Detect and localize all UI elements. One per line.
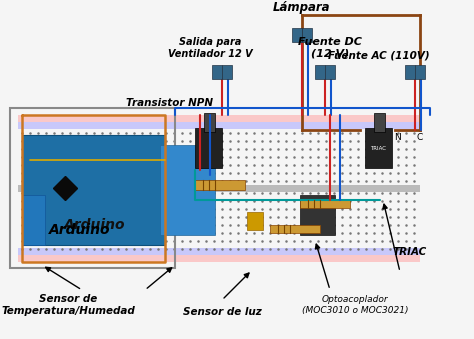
Bar [300,195,335,235]
Bar [300,200,350,208]
Bar [5,108,430,268]
Bar [302,28,312,42]
Bar [315,65,325,79]
Text: Sensor de luz: Sensor de luz [182,307,261,317]
Bar [18,255,420,262]
Bar [160,145,215,235]
Bar [247,212,263,230]
Bar [374,113,385,132]
Text: Transistor NPN: Transistor NPN [127,98,213,108]
Bar [22,135,165,245]
Text: Arduino: Arduino [49,223,111,237]
Bar [22,195,45,245]
Text: Optoacoplador
(MOC3010 o MOC3021): Optoacoplador (MOC3010 o MOC3021) [302,295,408,315]
Bar [212,65,222,79]
Bar [195,128,222,168]
Text: Fuente AC (110V): Fuente AC (110V) [328,50,430,60]
Bar [292,28,302,42]
Bar [10,108,175,268]
Bar [18,122,420,129]
Text: N: N [395,134,401,142]
Text: Arduino: Arduino [64,218,126,232]
Text: TRIAC: TRIAC [393,247,427,257]
Bar [18,248,420,255]
Bar [415,65,425,79]
Text: Fuente DC
(12 V): Fuente DC (12 V) [298,37,362,59]
Text: Sensor de
Temperatura/Humedad: Sensor de Temperatura/Humedad [1,294,135,316]
Bar [325,65,335,79]
Text: TRIAC: TRIAC [370,145,386,151]
Bar [222,65,232,79]
Bar [204,113,215,132]
Bar [18,185,420,192]
Bar [365,128,392,168]
Bar [195,180,245,190]
Bar [270,225,320,233]
Bar [18,115,420,122]
Bar [405,65,415,79]
Text: Salida para
Ventilador 12 V: Salida para Ventilador 12 V [168,37,252,59]
Bar [18,115,420,262]
Text: C: C [417,134,423,142]
Text: Lámpara: Lámpara [273,1,331,15]
